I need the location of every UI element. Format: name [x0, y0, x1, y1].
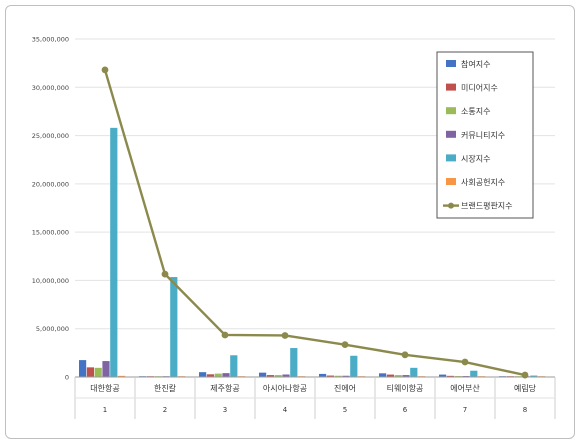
bar-미디어지수 — [326, 375, 334, 377]
y-tick-label: 15,000,000 — [32, 229, 69, 237]
y-tick-label: 0 — [65, 374, 69, 382]
legend-label: 시장지수 — [461, 153, 490, 163]
line-point — [221, 331, 229, 339]
bar-시장지수 — [350, 355, 358, 377]
legend-swatch — [446, 178, 456, 185]
bar-미디어지수 — [266, 375, 274, 377]
y-tick-label: 30,000,000 — [32, 84, 69, 92]
line-point — [341, 341, 349, 349]
bar-참여지수 — [79, 360, 87, 377]
x-axis: 대한항공 1 한진칼 2 제주항공 3 아시아나항공 4 진에어 5 티웨이항공 6 에어부산 7 예림당 8 — [74, 376, 556, 419]
bar-참여지수 — [379, 373, 387, 377]
legend-label: 참여지수 — [461, 59, 490, 69]
bar-사회공헌지수 — [118, 375, 126, 377]
bar-참여지수 — [319, 373, 327, 377]
line-브랜드평판지수 — [103, 69, 526, 377]
category-label: 한진칼 — [154, 383, 177, 393]
category-label: 진에어 — [334, 383, 356, 393]
bar-미디어지수 — [86, 367, 94, 377]
bar-커뮤니티지수 — [342, 375, 350, 377]
bar-소통지수 — [274, 375, 282, 377]
y-tick-label: 10,000,000 — [32, 277, 69, 285]
bar-미디어지수 — [386, 374, 394, 377]
legend-label: 소통지수 — [461, 107, 490, 116]
bar-시장지수 — [170, 277, 178, 377]
category-number: 5 — [343, 406, 347, 414]
category-label: 제주항공 — [210, 384, 239, 393]
line-series — [101, 66, 529, 379]
bar-커뮤니티지수 — [222, 373, 230, 377]
legend-swatch — [446, 83, 456, 91]
category-number: 8 — [523, 406, 527, 414]
bar-미디어지수 — [206, 374, 214, 377]
legend-line-marker — [448, 202, 454, 209]
line-point — [161, 270, 169, 278]
bar-커뮤니티지수 — [102, 361, 110, 377]
bar-커뮤니티지수 — [402, 375, 410, 377]
category-number: 3 — [223, 406, 227, 414]
legend-swatch — [446, 154, 456, 162]
y-tick-label: 35,000,000 — [32, 36, 69, 44]
y-tick-label: 20,000,000 — [32, 180, 69, 188]
bar-소통지수 — [214, 373, 222, 377]
bar-시장지수 — [410, 367, 418, 377]
bar-커뮤니티지수 — [282, 374, 290, 377]
line-point — [101, 66, 109, 74]
category-number: 6 — [403, 406, 408, 414]
legend-label: 사회공헌지수 — [461, 178, 505, 187]
category-label: 예림당 — [514, 383, 537, 393]
bar-소통지수 — [334, 375, 342, 377]
bar-미디어지수 — [446, 375, 454, 377]
bar-참여지수 — [439, 374, 447, 377]
category-label: 에어부산 — [450, 383, 480, 393]
line-point — [281, 332, 289, 339]
line-point — [521, 371, 529, 379]
legend-label: 미디어지수 — [461, 83, 498, 93]
line-point — [401, 351, 409, 359]
bar-참여지수 — [199, 372, 207, 377]
legend-label: 커뮤니티지수 — [461, 130, 505, 140]
category-number: 1 — [103, 406, 107, 414]
y-tick-label: 5,000,000 — [36, 325, 69, 333]
bar-시장지수 — [470, 370, 478, 377]
category-label: 아시아나항공 — [263, 383, 307, 393]
category-number: 2 — [163, 406, 167, 414]
legend-swatch — [446, 107, 456, 115]
bar-소통지수 — [94, 367, 102, 377]
category-number: 7 — [463, 406, 467, 414]
category-number: 4 — [283, 406, 288, 414]
bar-시장지수 — [290, 348, 298, 377]
category-label: 대한항공 — [90, 384, 119, 393]
y-axis: 0 5,000,000 10,000,000 15,000,000 20,000,000… — [32, 36, 69, 382]
category-label: 티웨이항공 — [387, 383, 424, 393]
bar-시장지수 — [530, 375, 538, 377]
legend-label: 브랜드평판지수 — [461, 201, 513, 211]
legend-swatch — [446, 60, 456, 67]
bar-시장지수 — [110, 127, 118, 378]
legend-swatch — [446, 130, 456, 138]
bar-소통지수 — [394, 375, 402, 377]
bar-참여지수 — [259, 372, 267, 377]
line-point — [461, 358, 469, 366]
bar-시장지수 — [230, 355, 238, 377]
y-tick-label: 25,000,000 — [32, 132, 69, 140]
